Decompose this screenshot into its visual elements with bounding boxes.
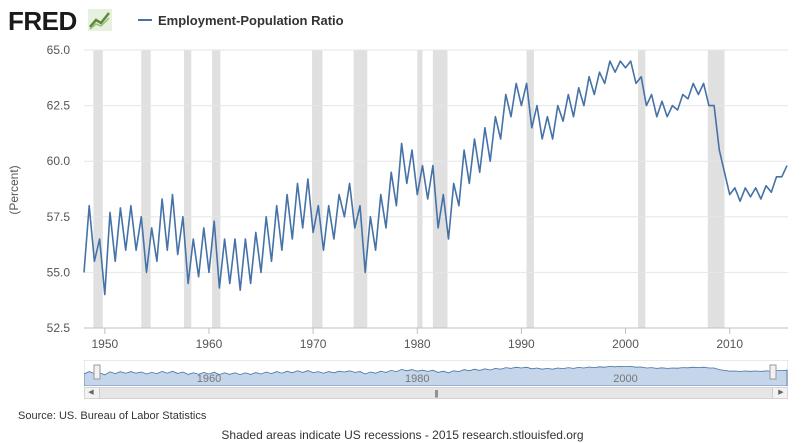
navigator-series xyxy=(84,365,788,386)
recession-band-0 xyxy=(93,50,103,328)
recession-band-4 xyxy=(312,50,323,328)
recession-band-6 xyxy=(417,50,423,328)
recession-band-3 xyxy=(212,50,221,328)
grip-lines-icon: ||| xyxy=(434,389,438,398)
recession-band-1 xyxy=(141,50,151,328)
x-tick-label: 2010 xyxy=(716,337,743,351)
navigator-handle-right[interactable] xyxy=(769,364,777,380)
recession-band-9 xyxy=(638,50,646,328)
x-tick-label: 1980 xyxy=(404,337,431,351)
x-axis-ticks: 1950 1960 1970 1980 1990 2000 2010 xyxy=(91,328,743,351)
navigator-scrollbar[interactable]: ◀ ||| ▶ xyxy=(84,387,788,399)
y-tick-label: 60.0 xyxy=(47,154,71,168)
grid-lines xyxy=(84,49,788,329)
scrollbar-thumb[interactable]: ||| xyxy=(99,388,773,398)
recession-bands xyxy=(93,50,725,328)
y-tick-label: 57.5 xyxy=(47,210,71,224)
navigator[interactable]: 1960 1980 2000 xyxy=(84,360,788,386)
navigator-tick-label: 1980 xyxy=(405,373,429,385)
navigator-labels: 1960 1980 2000 xyxy=(197,373,638,385)
main-chart[interactable]: 52.5 55.0 57.5 60.0 62.5 65.0 1950 1960 1970 198… xyxy=(0,0,805,360)
x-tick-label: 1950 xyxy=(91,337,118,351)
recession-band-7 xyxy=(432,50,448,328)
navigator-handle-left[interactable] xyxy=(93,364,101,380)
legend-label: Employment-Population Ratio xyxy=(158,12,344,28)
recession-band-2 xyxy=(183,50,192,328)
navigator-tick-label: 2000 xyxy=(613,373,637,385)
series-line-employment-population-ratio xyxy=(83,60,788,296)
chart-legend[interactable]: Employment-Population Ratio xyxy=(138,10,344,30)
y-tick-label: 62.5 xyxy=(47,99,71,113)
x-tick-label: 1960 xyxy=(196,337,223,351)
arrow-left-icon[interactable]: ◀ xyxy=(88,389,94,396)
source-note: Source: US. Bureau of Labor Statistics xyxy=(18,410,207,422)
legend-swatch xyxy=(138,19,152,21)
x-tick-label: 1990 xyxy=(508,337,535,351)
x-tick-label: 2000 xyxy=(612,337,639,351)
recession-band-10 xyxy=(707,50,725,328)
line-chart-icon xyxy=(88,9,112,31)
fred-logo: FRED xyxy=(8,6,77,36)
y-axis-ticks: 52.5 55.0 57.5 60.0 62.5 65.0 xyxy=(47,43,71,335)
navigator-tick-label: 1960 xyxy=(197,373,221,385)
series-layer xyxy=(83,60,788,296)
y-tick-label: 52.5 xyxy=(47,321,71,335)
navigator-area xyxy=(84,365,788,386)
footer-note: Shaded areas indicate US recessions - 20… xyxy=(221,428,584,442)
x-tick-label: 1970 xyxy=(300,337,327,351)
recession-band-5 xyxy=(353,50,368,328)
y-tick-label: 55.0 xyxy=(47,265,71,279)
arrow-right-icon[interactable]: ▶ xyxy=(778,389,784,396)
y-tick-label: 65.0 xyxy=(47,43,71,57)
recession-band-8 xyxy=(526,50,534,328)
